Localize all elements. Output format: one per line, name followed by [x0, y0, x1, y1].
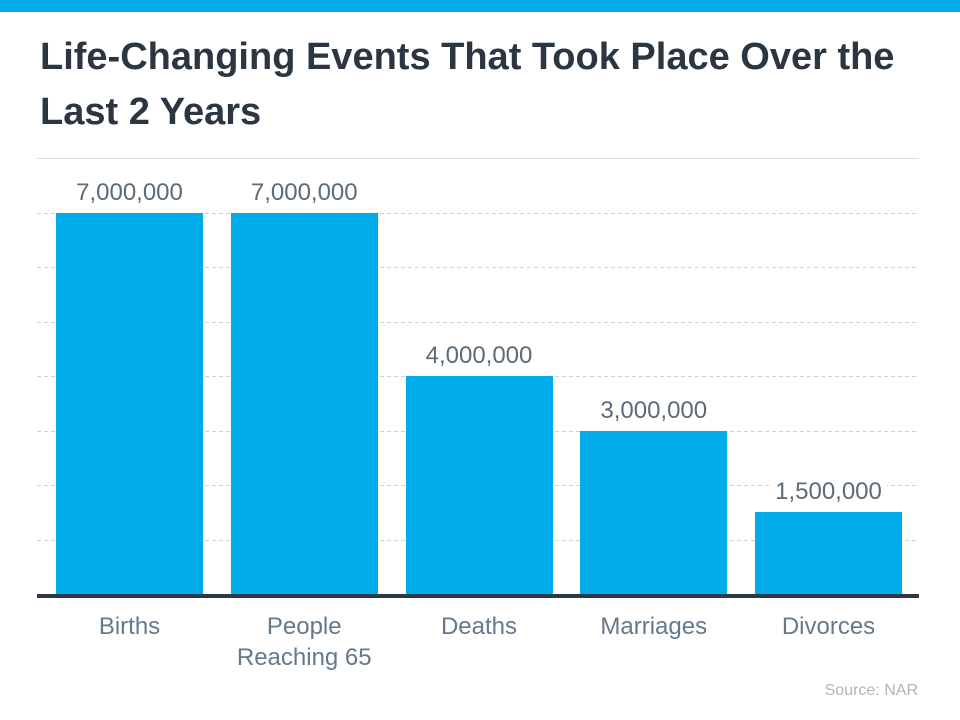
- value-label: 1,500,000: [770, 478, 887, 507]
- value-label: 7,000,000: [245, 178, 363, 207]
- bar-marriages: [580, 430, 728, 594]
- gridline: [37, 158, 919, 159]
- x-axis-line: [37, 594, 919, 598]
- category-label-people-reaching-65: People Reaching 65: [236, 613, 372, 671]
- gridline: [37, 212, 919, 214]
- top-accent-bar: [0, 0, 960, 12]
- category-label-births: Births: [98, 613, 161, 640]
- chart-title: Life-Changing Events That Took Place Ove…: [40, 36, 895, 133]
- value-label: 7,000,000: [71, 178, 188, 207]
- gridline: [37, 267, 919, 268]
- category-label-divorces: Divorces: [781, 613, 876, 640]
- source-note: Source: NAR: [824, 682, 918, 699]
- bar-people-reaching-65: [230, 212, 378, 594]
- bar-births: [56, 212, 203, 594]
- category-label-deaths: Deaths: [440, 613, 518, 640]
- gridline: [37, 321, 919, 323]
- category-label-marriages: Marriages: [600, 613, 708, 640]
- value-label: 4,000,000: [420, 342, 538, 370]
- bar-divorces: [755, 512, 902, 594]
- value-label: 3,000,000: [595, 396, 713, 425]
- bar-deaths: [405, 376, 553, 594]
